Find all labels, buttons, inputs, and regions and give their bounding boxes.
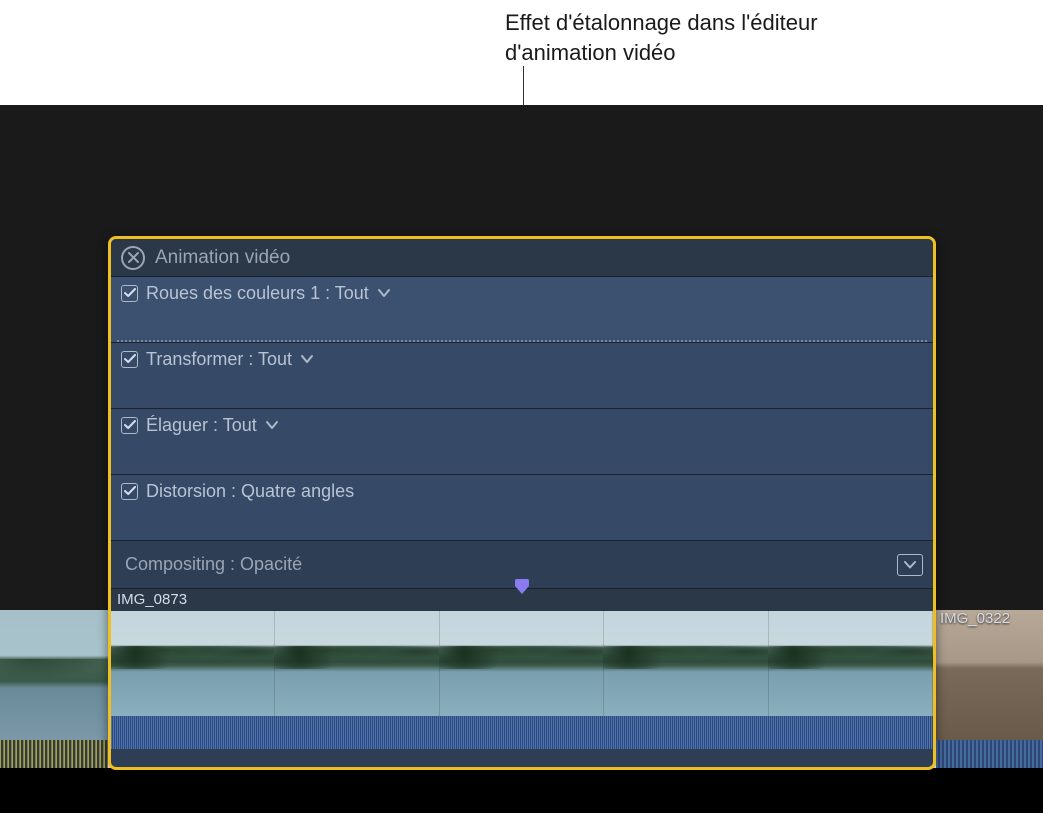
clip-thumbnail (936, 610, 1043, 740)
timeline-clip-left[interactable] (0, 610, 108, 770)
effect-checkbox[interactable] (121, 417, 138, 434)
effect-label: Élaguer : Tout (146, 415, 257, 436)
clip-audio-strip (111, 716, 933, 749)
effect-row-color-wheels[interactable]: Roues des couleurs 1 : Tout (111, 277, 933, 343)
chevron-down-icon[interactable] (265, 420, 279, 430)
audio-strip (936, 740, 1043, 770)
effect-row-transform[interactable]: Transformer : Tout (111, 343, 933, 409)
effect-label: Transformer : Tout (146, 349, 292, 370)
filmstrip-frame (275, 611, 439, 716)
effect-checkbox[interactable] (121, 285, 138, 302)
panel-title: Animation vidéo (155, 247, 290, 269)
effect-label: Roues des couleurs 1 : Tout (146, 283, 369, 304)
filmstrip-frame (604, 611, 768, 716)
effect-row-crop[interactable]: Élaguer : Tout (111, 409, 933, 475)
filmstrip (111, 611, 933, 716)
chevron-down-icon[interactable] (300, 354, 314, 364)
effect-checkbox[interactable] (121, 351, 138, 368)
chevron-down-icon[interactable] (377, 288, 391, 298)
clip-label: IMG_0322 (940, 610, 1010, 627)
panel-header: Animation vidéo (111, 239, 933, 277)
callout-line2: d'animation vidéo (505, 38, 818, 68)
audio-strip (0, 740, 108, 770)
editor-background: IMG_0322 Animation vidéo Roues des coule… (0, 105, 1043, 708)
timeline-bottom-bar (0, 768, 1043, 813)
effect-label: Distorsion : Quatre angles (146, 481, 354, 502)
effect-row-distort[interactable]: Distorsion : Quatre angles (111, 475, 933, 541)
callout-text: Effet d'étalonnage dans l'éditeur d'anim… (505, 8, 818, 67)
playhead-icon[interactable] (513, 577, 531, 600)
callout-line1: Effet d'étalonnage dans l'éditeur (505, 8, 818, 38)
clip-thumbnail (0, 610, 108, 740)
dotted-divider (117, 340, 927, 342)
close-icon[interactable] (121, 246, 145, 270)
filmstrip-frame (769, 611, 933, 716)
clip-name-label: IMG_0873 (117, 591, 187, 608)
timeline-clip-right[interactable]: IMG_0322 (936, 610, 1043, 770)
effect-checkbox[interactable] (121, 483, 138, 500)
video-animation-editor: Animation vidéo Roues des couleurs 1 : T… (108, 236, 936, 770)
filmstrip-frame (440, 611, 604, 716)
clip-filmstrip-row[interactable]: IMG_0873 (111, 589, 933, 749)
expand-icon[interactable] (897, 554, 923, 576)
filmstrip-frame (111, 611, 275, 716)
compositing-label: Compositing : Opacité (125, 554, 302, 575)
